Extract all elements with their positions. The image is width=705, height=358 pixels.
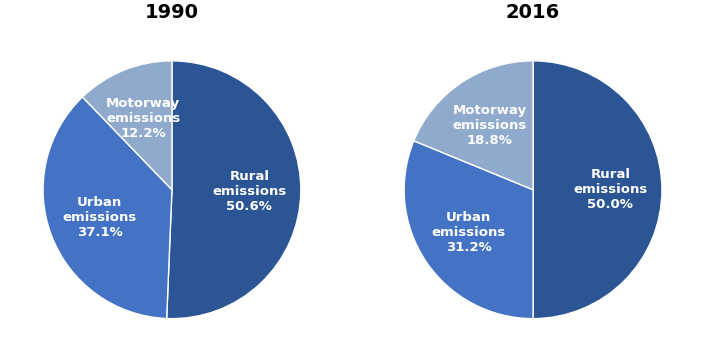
- Wedge shape: [166, 61, 301, 319]
- Wedge shape: [82, 61, 172, 190]
- Wedge shape: [533, 61, 662, 319]
- Text: Rural
emissions
50.6%: Rural emissions 50.6%: [212, 170, 286, 213]
- Text: Urban
emissions
37.1%: Urban emissions 37.1%: [63, 196, 137, 239]
- Text: Rural
emissions
50.0%: Rural emissions 50.0%: [573, 168, 647, 211]
- Wedge shape: [43, 97, 172, 319]
- Text: Motorway
emissions
18.8%: Motorway emissions 18.8%: [453, 104, 527, 147]
- Wedge shape: [404, 141, 533, 319]
- Text: Urban
emissions
31.2%: Urban emissions 31.2%: [431, 211, 506, 254]
- Title: 1990: 1990: [145, 3, 199, 21]
- Title: 2016: 2016: [506, 3, 560, 21]
- Text: Motorway
emissions
12.2%: Motorway emissions 12.2%: [106, 97, 180, 140]
- Wedge shape: [414, 61, 533, 190]
